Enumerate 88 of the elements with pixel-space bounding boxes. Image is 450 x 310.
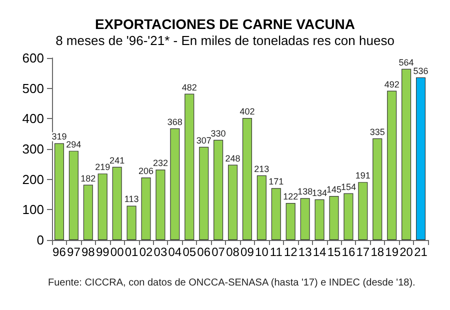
bar [68,150,78,240]
data-label: 113 [124,194,139,204]
bar [329,196,339,240]
data-label: 335 [370,126,385,137]
y-tick-label: 600 [22,50,44,66]
x-tick-label: 04 [168,245,182,259]
bar [242,118,252,240]
bar [170,128,180,240]
data-label: 134 [312,188,328,198]
data-label: 564 [398,57,414,68]
data-label: 492 [384,79,400,90]
data-label: 191 [355,170,370,181]
bar [126,206,136,240]
bar [416,77,426,240]
bar [286,202,296,240]
data-label: 319 [52,132,67,142]
x-tick-label: 13 [298,245,312,259]
bar [184,94,194,240]
data-label: 536 [413,66,428,76]
x-tick-label: 11 [270,245,283,259]
x-tick-label: 06 [197,245,211,259]
x-tick-label: 05 [182,245,196,259]
data-label: 171 [268,176,284,187]
x-tick-label: 17 [356,245,370,259]
bar [300,198,310,240]
x-tick-label: 08 [226,245,240,259]
x-tick-label: 21 [414,245,428,259]
x-tick-label: 12 [284,245,298,259]
bar [344,193,354,240]
data-label: 182 [80,173,96,184]
bar [358,182,368,240]
data-label: 138 [298,186,313,197]
data-label: 232 [152,158,168,168]
x-tick-label: 07 [212,245,226,259]
bar [54,143,64,240]
x-tick-label: 01 [124,245,139,259]
bar [271,188,281,240]
data-label: 213 [254,164,270,174]
y-tick-label: 500 [22,80,44,96]
data-label: 241 [110,155,125,166]
data-label: 145 [326,184,342,195]
bar [83,184,93,240]
bar [156,170,166,240]
x-tick-label: 09 [240,245,254,259]
bar [228,164,238,240]
data-label: 248 [225,153,240,164]
bar [387,90,397,240]
data-label: 122 [283,191,298,202]
y-tick-label: 200 [22,172,44,187]
data-label: 402 [240,106,255,117]
data-label: 482 [182,82,197,92]
x-tick-label: 15 [327,245,341,259]
y-tick-label: 0 [36,232,44,248]
x-tick-label: 99 [96,245,110,259]
y-tick-label: 400 [22,111,44,126]
bar [199,146,209,240]
chart-subtitle: 8 meses de '96-'21* - En miles de toneladas res con hueso [56,33,394,48]
data-label: 154 [340,182,356,192]
bar [256,175,266,240]
y-tick-label: 300 [22,142,44,156]
x-tick-label: 16 [342,245,356,259]
chart-title: EXPORTACIONES DE CARNE VACUNA [94,16,356,32]
x-tick-label: 03 [154,245,168,259]
bar [141,178,151,240]
x-tick-label: 96 [52,245,66,259]
x-tick-label: 20 [400,245,414,259]
bar [372,138,382,240]
x-tick-label: 02 [139,245,153,259]
data-label: 368 [167,116,182,127]
bar [214,140,224,240]
x-tick-label: 14 [312,245,327,259]
source-note: Fuente: CICCRA, con datos de ONCCA-SENASA (hasta '17) e INDEC (desde '18). [48,278,416,288]
x-tick-label: 19 [385,245,399,259]
bar [402,68,412,240]
bar [112,166,122,240]
x-tick-label: 98 [81,245,96,259]
data-label: 206 [138,166,154,176]
bar [98,174,108,240]
x-tick-label: 18 [370,245,384,259]
data-label: 330 [210,128,226,138]
y-tick-label: 100 [22,202,44,218]
bar [314,199,324,240]
x-tick-label: 10 [255,245,269,259]
data-label: 294 [66,139,82,150]
x-tick-label: 97 [67,245,81,259]
data-label: 219 [95,162,110,172]
data-label: 307 [196,135,212,146]
x-tick-label: 00 [110,245,124,259]
